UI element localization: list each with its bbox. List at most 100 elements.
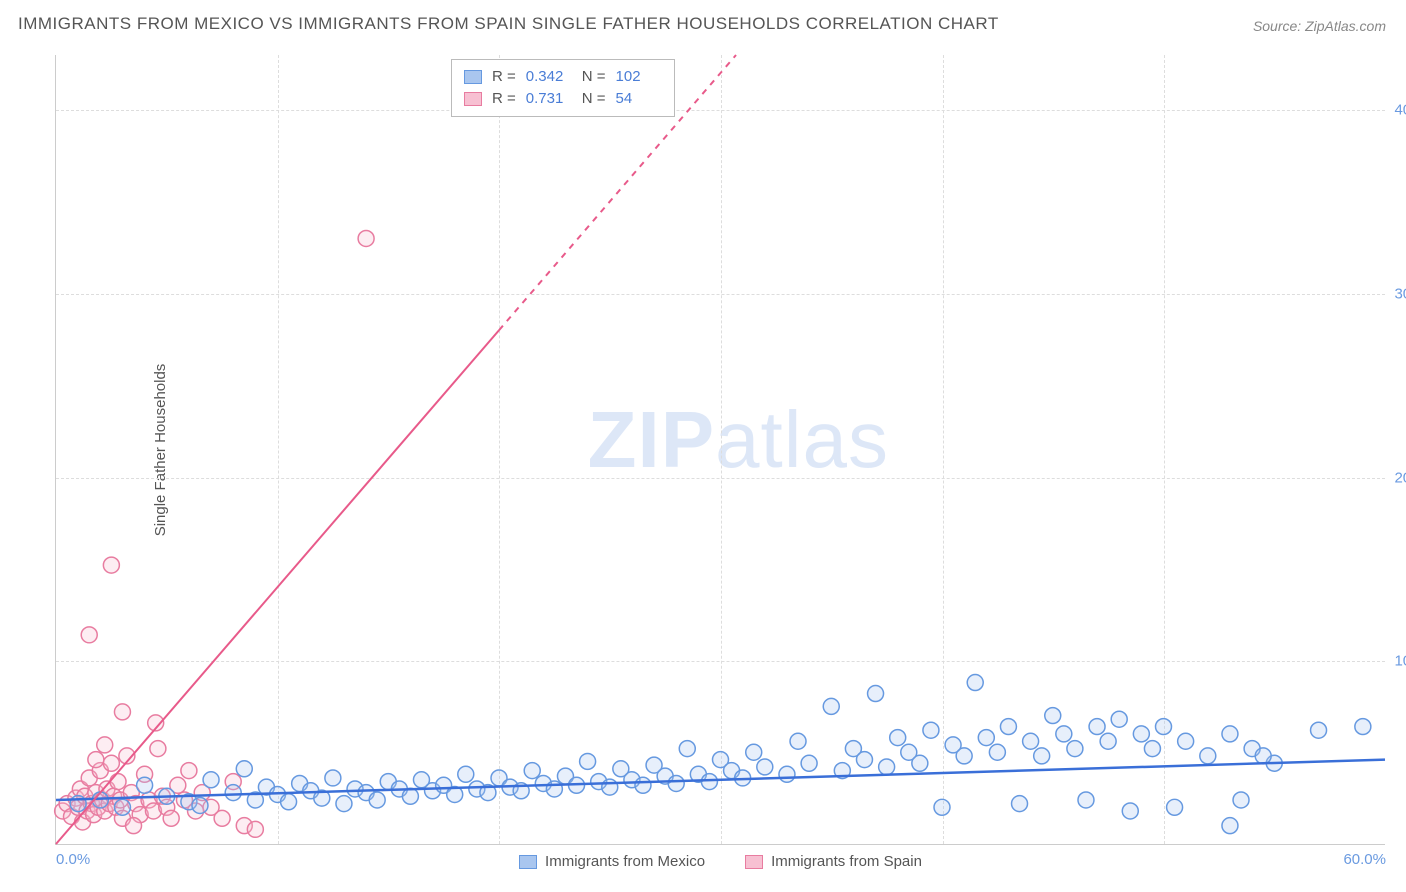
x-tick-label: 60.0% [1343,851,1386,868]
data-point [635,777,651,793]
data-point [192,797,208,813]
data-point [1311,722,1327,738]
data-point [137,777,153,793]
data-point [1144,741,1160,757]
data-point [336,796,352,812]
swatch-mexico-icon [464,70,482,84]
regression-line [56,330,499,844]
data-point [1067,741,1083,757]
data-point [1355,719,1371,735]
data-point [868,686,884,702]
legend-item-mexico: Immigrants from Mexico [519,853,705,870]
n-value-spain: 54 [616,88,662,110]
data-point [1000,719,1016,735]
data-point [1156,719,1172,735]
y-tick-label: 40.0% [1394,102,1406,119]
data-point [746,744,762,760]
data-point [790,733,806,749]
y-tick-label: 20.0% [1394,469,1406,486]
data-point [281,794,297,810]
data-point [856,752,872,768]
data-point [923,722,939,738]
data-point [1078,792,1094,808]
data-point [1255,748,1271,764]
n-value-mexico: 102 [616,66,662,88]
source-label: Source: ZipAtlas.com [1253,18,1386,34]
data-point [779,766,795,782]
data-point [1045,708,1061,724]
data-point [1122,803,1138,819]
data-point [203,772,219,788]
data-point [88,752,104,768]
data-point [150,741,166,757]
data-point [225,785,241,801]
series-legend: Immigrants from Mexico Immigrants from S… [56,853,1385,870]
r-label: R = [492,66,516,88]
y-tick-label: 30.0% [1394,285,1406,302]
chart-title: IMMIGRANTS FROM MEXICO VS IMMIGRANTS FRO… [18,14,999,34]
data-point [103,755,119,771]
data-point [823,698,839,714]
legend-row-mexico: R = 0.342 N = 102 [464,66,662,88]
data-point [956,748,972,764]
data-point [1100,733,1116,749]
swatch-mexico-icon [519,855,537,869]
data-point [236,761,252,777]
data-point [912,755,928,771]
n-label: N = [582,66,606,88]
data-point [103,557,119,573]
r-value-mexico: 0.342 [526,66,572,88]
data-point [110,774,126,790]
data-point [1178,733,1194,749]
data-point [1023,733,1039,749]
data-point [890,730,906,746]
data-point [1133,726,1149,742]
legend-item-spain: Immigrants from Spain [745,853,922,870]
data-point [1233,792,1249,808]
data-point [524,763,540,779]
data-point [97,737,113,753]
data-point [181,763,197,779]
data-point [978,730,994,746]
data-point [325,770,341,786]
data-point [458,766,474,782]
data-point [81,627,97,643]
data-point [801,755,817,771]
swatch-spain-icon [745,855,763,869]
data-point [247,821,263,837]
data-point [358,230,374,246]
data-point [1089,719,1105,735]
data-point [934,799,950,815]
data-point [879,759,895,775]
data-point [114,799,130,815]
r-value-spain: 0.731 [526,88,572,110]
data-point [1222,818,1238,834]
legend-label-spain: Immigrants from Spain [771,853,922,870]
data-point [1034,748,1050,764]
n-label: N = [582,88,606,110]
legend-label-mexico: Immigrants from Mexico [545,853,705,870]
data-point [369,792,385,808]
data-point [701,774,717,790]
legend-row-spain: R = 0.731 N = 54 [464,88,662,110]
correlation-legend: R = 0.342 N = 102 R = 0.731 N = 54 [451,59,675,117]
data-point [1200,748,1216,764]
data-point [580,753,596,769]
data-point [668,775,684,791]
scatter-plot-svg [56,55,1385,844]
data-point [402,788,418,804]
data-point [989,744,1005,760]
data-point [114,704,130,720]
data-point [214,810,230,826]
data-point [967,675,983,691]
data-point [546,781,562,797]
data-point [126,818,142,834]
swatch-spain-icon [464,92,482,106]
data-point [163,810,179,826]
x-tick-label: 0.0% [56,851,90,868]
data-point [1222,726,1238,742]
data-point [1167,799,1183,815]
data-point [602,779,618,795]
data-point [757,759,773,775]
y-tick-label: 10.0% [1394,653,1406,670]
